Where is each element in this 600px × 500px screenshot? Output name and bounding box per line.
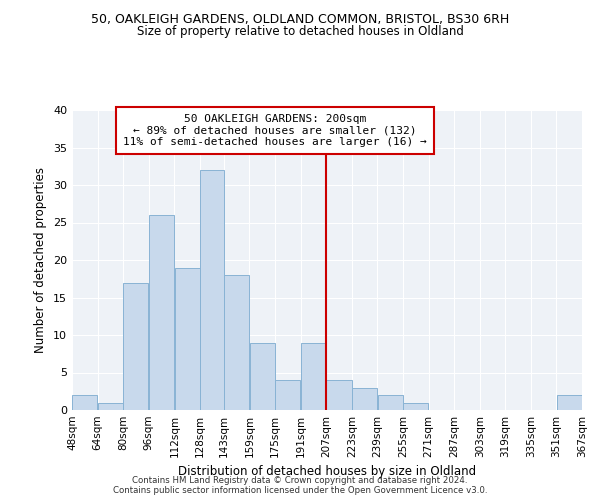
Bar	[557, 395, 582, 410]
Bar	[250, 342, 275, 410]
Bar	[326, 380, 352, 410]
Bar	[149, 215, 174, 410]
X-axis label: Distribution of detached houses by size in Oldland: Distribution of detached houses by size …	[178, 466, 476, 478]
Y-axis label: Number of detached properties: Number of detached properties	[34, 167, 47, 353]
Bar	[403, 402, 428, 410]
Bar	[224, 275, 249, 410]
Bar	[124, 282, 148, 410]
Bar	[72, 395, 97, 410]
Bar	[301, 342, 326, 410]
Text: 50 OAKLEIGH GARDENS: 200sqm
← 89% of detached houses are smaller (132)
11% of se: 50 OAKLEIGH GARDENS: 200sqm ← 89% of det…	[123, 114, 427, 147]
Bar	[175, 268, 200, 410]
Text: Contains HM Land Registry data © Crown copyright and database right 2024.
Contai: Contains HM Land Registry data © Crown c…	[113, 476, 487, 495]
Text: 50, OAKLEIGH GARDENS, OLDLAND COMMON, BRISTOL, BS30 6RH: 50, OAKLEIGH GARDENS, OLDLAND COMMON, BR…	[91, 12, 509, 26]
Bar	[377, 395, 403, 410]
Text: Size of property relative to detached houses in Oldland: Size of property relative to detached ho…	[137, 25, 463, 38]
Bar	[275, 380, 301, 410]
Bar	[98, 402, 123, 410]
Bar	[352, 388, 377, 410]
Bar	[200, 170, 224, 410]
